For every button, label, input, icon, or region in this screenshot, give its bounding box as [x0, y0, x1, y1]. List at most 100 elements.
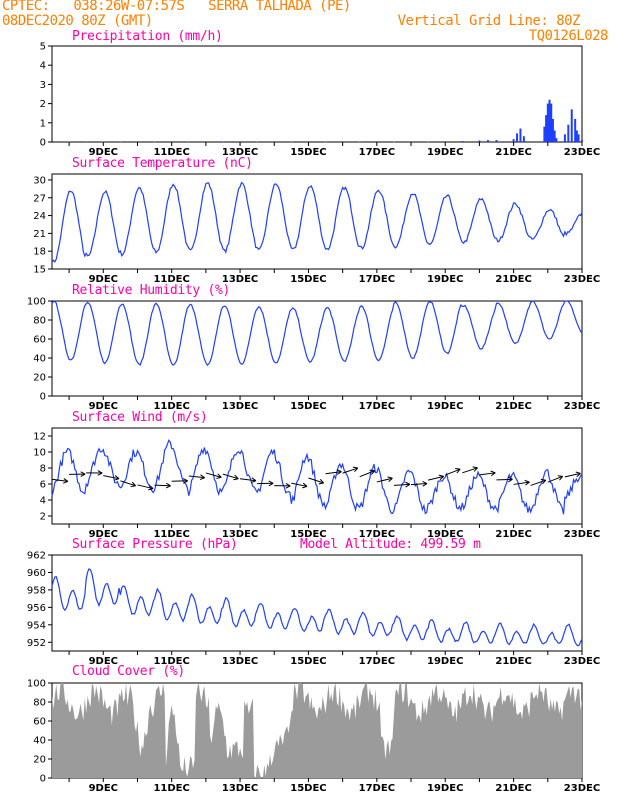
precip-bar — [550, 103, 553, 142]
precip-bar — [570, 109, 573, 142]
wind-arrowhead — [251, 477, 257, 484]
cloud-date-label: 17DEC — [359, 783, 395, 794]
precip-bar — [555, 138, 558, 142]
wind-arrowhead — [268, 480, 274, 487]
cloud-area — [52, 683, 582, 778]
precip-bar — [563, 134, 566, 142]
wind-arrowhead — [336, 469, 342, 475]
wind-arrowhead — [216, 473, 222, 479]
pressure-ytick-label: 954 — [27, 620, 46, 631]
precip-date-label: 13DEC — [222, 147, 258, 158]
wind-arrow — [393, 483, 410, 486]
wind-arrow — [445, 468, 461, 476]
humidity-ytick-label: 40 — [33, 354, 46, 365]
precip-bar — [85, 141, 88, 142]
humidity-ytick-label: 20 — [33, 373, 46, 384]
wind-arrow — [496, 478, 513, 481]
wind-arrowhead — [114, 475, 120, 481]
temp-date-label: 21DEC — [495, 274, 531, 285]
cloud-date-label: 15DEC — [290, 783, 326, 794]
precip-bar — [551, 118, 554, 142]
wind-arrow — [513, 481, 530, 485]
pressure-date-label: 17DEC — [359, 656, 395, 667]
pressure-title: Surface Pressure (hPa) — [72, 537, 238, 552]
wind-date-label: 15DEC — [290, 529, 326, 540]
wind-frame — [51, 427, 583, 525]
cloud-ytick-label: 20 — [33, 755, 46, 766]
wind-arrowhead — [80, 471, 86, 477]
wind-arrowhead — [369, 469, 376, 475]
precip-bar — [545, 115, 548, 142]
temp-title: Surface Temperature (nC) — [72, 156, 253, 171]
precip-bar — [522, 136, 525, 142]
humidity-ytick-label: 0 — [40, 392, 46, 403]
precip-ytick-label: 0 — [40, 138, 46, 149]
wind-arrowhead — [199, 474, 205, 481]
wind-arrowhead — [422, 480, 428, 487]
humidity-date-label: 23DEC — [564, 401, 600, 412]
wind-arrowhead — [148, 484, 154, 491]
wind-arrow — [479, 472, 496, 476]
wind-arrowhead — [524, 479, 530, 486]
wind-arrowhead — [302, 482, 308, 489]
precip-date-label: 15DEC — [290, 147, 326, 158]
pressure-ytick-label: 960 — [27, 568, 46, 579]
precip-bar — [461, 141, 464, 142]
wind-arrow — [325, 471, 342, 475]
wind-arrowhead — [318, 478, 325, 485]
precip-title: Precipitation (mm/h) — [72, 29, 223, 44]
temp-ytick-label: 30 — [33, 175, 46, 186]
wind-arrowhead — [233, 474, 239, 481]
wind-arrow — [547, 475, 563, 483]
precip-bar — [512, 139, 515, 142]
precip-date-label: 21DEC — [495, 147, 531, 158]
wind-ytick-label: 12 — [33, 432, 46, 443]
wind-arrowhead — [575, 471, 581, 478]
precip-date-label: 19DEC — [427, 147, 463, 158]
cloud-ytick-label: 100 — [27, 679, 46, 690]
cloud-ytick-label: 60 — [33, 717, 46, 728]
wind-arrowhead — [97, 470, 103, 476]
precip-bar — [427, 141, 430, 143]
humidity-ytick-label: 100 — [27, 297, 46, 308]
wind-arrowhead — [455, 468, 461, 474]
pressure-ytick-label: 958 — [27, 585, 46, 596]
cloud-date-label: 11DEC — [153, 783, 189, 794]
humidity-date-label: 9DEC — [89, 401, 118, 412]
wind-title: Surface Wind (m/s) — [72, 410, 208, 425]
precip-date-label: 9DEC — [89, 147, 118, 158]
precip-bar — [553, 130, 556, 142]
pressure-ytick-label: 962 — [27, 551, 46, 562]
wind-arrow — [120, 480, 136, 487]
cloud-date-label: 23DEC — [564, 783, 600, 794]
cloud-ytick-label: 40 — [33, 736, 46, 747]
humidity-ytick-label: 60 — [33, 335, 46, 346]
wind-date-label: 19DEC — [427, 529, 463, 540]
precip-bar — [575, 130, 578, 142]
wind-date-label: 13DEC — [222, 529, 258, 540]
wind-arrow — [240, 478, 257, 482]
precip-bar — [574, 118, 577, 142]
wind-arrowhead — [490, 470, 496, 477]
humidity-ytick-label: 80 — [33, 316, 46, 327]
wind-arrowhead — [165, 482, 171, 489]
temp-date-label: 19DEC — [427, 274, 463, 285]
header-line-1: CPTEC: 038:26W-07:57S SERRA TALHADA (PE) — [2, 0, 351, 14]
precip-bar — [187, 141, 190, 142]
pressure-date-label: 13DEC — [222, 656, 258, 667]
wind-arrowhead — [472, 466, 478, 472]
humidity-date-label: 11DEC — [153, 401, 189, 412]
pressure-altitude: Model Altitude: 499.59 m — [300, 537, 481, 552]
pressure-date-label: 21DEC — [495, 656, 531, 667]
humidity-title: Relative Humidity (%) — [72, 283, 231, 298]
precip-bar — [392, 141, 395, 143]
humidity-frame — [51, 300, 583, 397]
temp-date-label: 13DEC — [222, 274, 258, 285]
wind-arrow — [51, 478, 68, 482]
precip-bar — [221, 141, 224, 142]
precip-bar — [486, 140, 489, 142]
precip-ytick-label: 4 — [40, 61, 46, 72]
cloud-ytick-label: 80 — [33, 698, 46, 709]
temp-ytick-label: 15 — [33, 265, 46, 276]
humidity-date-label: 13DEC — [222, 401, 258, 412]
